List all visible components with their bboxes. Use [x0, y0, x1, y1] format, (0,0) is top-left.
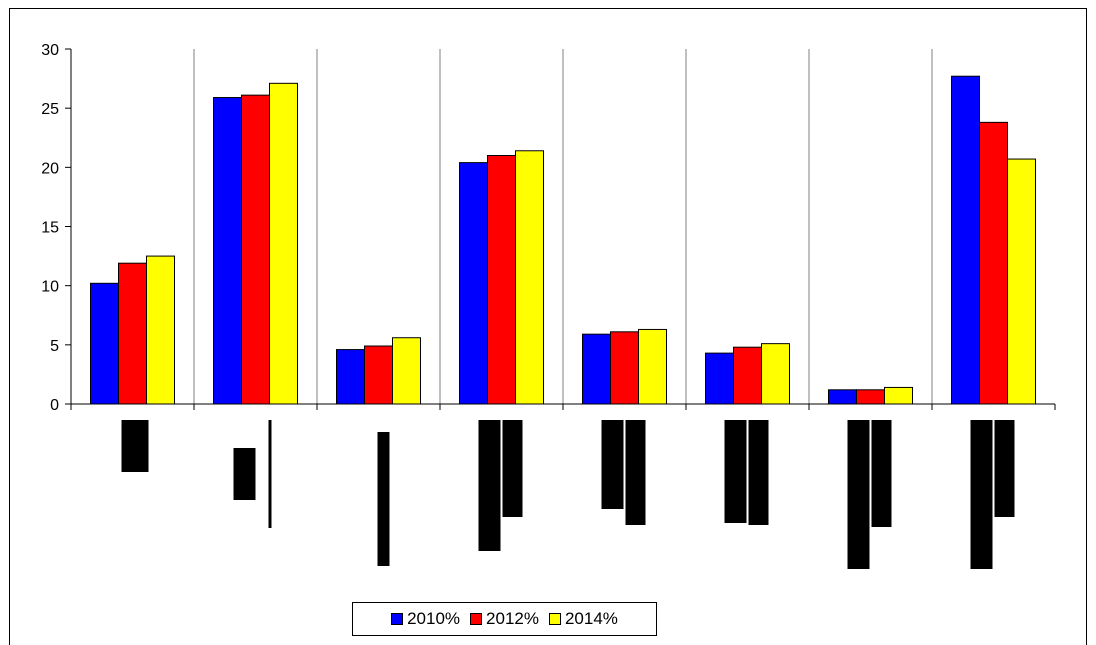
redacted-label-mark [871, 420, 892, 527]
legend-label-2010: 2010% [407, 609, 461, 628]
axes: 0 5 10 15 20 25 30 [41, 42, 1056, 414]
bar-2014-5 [638, 328, 667, 405]
legend-item-2010: 2010% [391, 609, 460, 629]
bar-2010-8 [951, 75, 980, 405]
legend-item-2012: 2012% [470, 609, 539, 629]
grid-lines [193, 49, 933, 404]
legend: 2010% 2012% 2014% [352, 602, 657, 636]
y-tick-label: 15 [41, 220, 59, 237]
legend-item-2014: 2014% [548, 609, 618, 629]
bar-2012-4 [487, 155, 516, 405]
bar-2014-4 [515, 150, 544, 405]
bar-2010-2 [213, 97, 242, 405]
y-tick-label: 10 [41, 279, 59, 296]
legend-swatch-2014 [548, 613, 561, 625]
bar-2012-8 [979, 121, 1008, 405]
bar-2014-3 [392, 337, 421, 405]
bar-2010-1 [90, 282, 119, 405]
legend-swatch-2010 [391, 613, 404, 625]
bar-2014-8 [1007, 158, 1036, 405]
bar-2010-6 [705, 352, 734, 405]
bar-2012-6 [733, 346, 762, 405]
bar-2014-1 [146, 255, 175, 405]
y-tick-label: 20 [41, 160, 59, 177]
redacted-label-mark [601, 420, 624, 509]
bar-2014-2 [269, 82, 298, 405]
bar-2012-3 [364, 345, 393, 405]
redacted-label-mark [970, 420, 993, 569]
bar-2010-4 [459, 162, 488, 405]
redacted-label-mark [748, 420, 769, 525]
redacted-label-mark [625, 420, 646, 525]
bars [90, 75, 1036, 405]
legend-label-2014: 2014% [564, 609, 618, 628]
redacted-label-mark [377, 432, 390, 566]
redacted-label-mark [502, 420, 523, 517]
redacted-label-mark [724, 420, 747, 523]
bar-2010-3 [336, 349, 365, 405]
legend-swatch-2012 [470, 613, 483, 625]
redacted-label-mark [233, 448, 256, 500]
y-tick-label: 5 [50, 338, 59, 355]
bar-2014-7 [884, 386, 913, 405]
redacted-label-mark [478, 420, 501, 551]
bar-2012-7 [856, 389, 885, 405]
redacted-label-mark [121, 420, 149, 472]
redacted-label-mark [847, 420, 870, 569]
bar-2010-7 [828, 389, 857, 405]
y-tick-label: 30 [41, 42, 59, 59]
redacted-label-mark [268, 420, 272, 528]
redacted-label-mark [994, 420, 1015, 517]
bar-2010-5 [582, 333, 611, 405]
bar-2014-6 [761, 343, 790, 405]
category-label-marks [121, 420, 1015, 569]
bar-2012-1 [118, 262, 147, 405]
bar-2012-5 [610, 331, 639, 405]
chart-frame [9, 8, 1087, 645]
bar-2012-2 [241, 94, 270, 405]
y-tick-label: 0 [50, 397, 59, 414]
legend-label-2012: 2012% [486, 609, 539, 628]
y-tick-label: 25 [41, 101, 59, 118]
